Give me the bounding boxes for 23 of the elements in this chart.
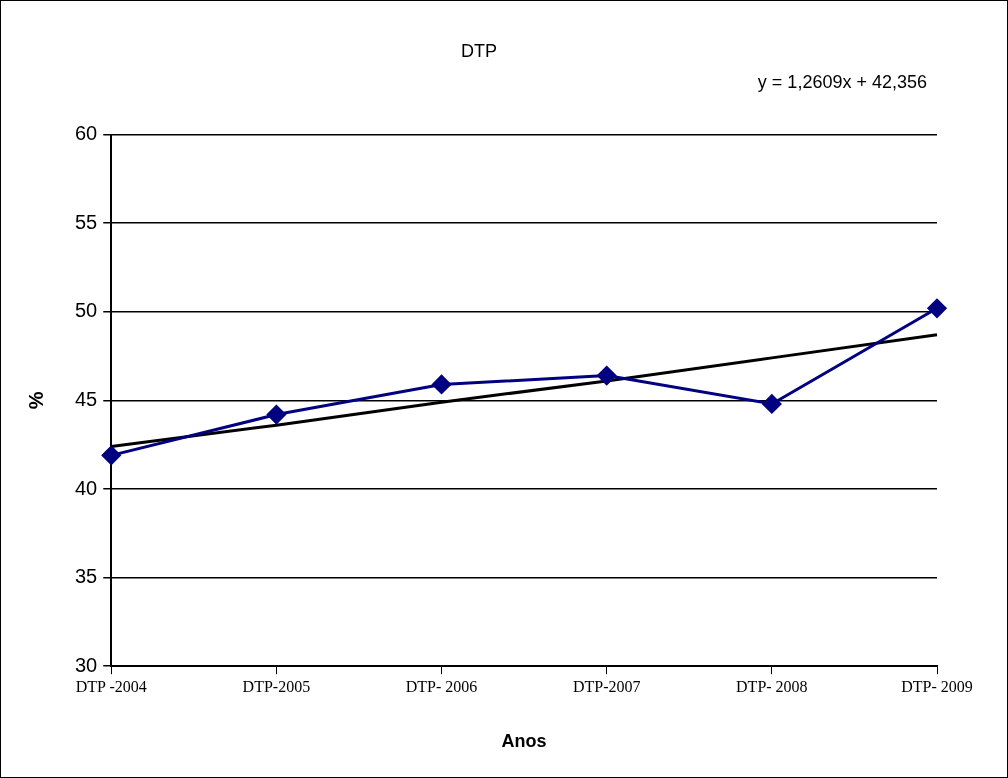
chart-title: DTP	[461, 40, 497, 61]
x-tick-label: DTP- 2009	[901, 678, 973, 695]
x-tick-label: DTP -2004	[75, 678, 147, 695]
y-tick-label: 60	[75, 122, 98, 145]
y-tick-label: 45	[75, 387, 98, 410]
point	[101, 445, 121, 465]
x-tick-label: DTP- 2008	[736, 678, 808, 695]
y-tick-label: 55	[75, 210, 98, 233]
x-axis-title: Anos	[501, 731, 547, 752]
point	[762, 394, 782, 414]
text: y = 1,2609x + 42,356	[757, 71, 927, 92]
x-tick-label: DTP- 2006	[405, 678, 478, 695]
point	[597, 366, 617, 386]
point	[432, 374, 452, 394]
y-tick-label: 35	[75, 565, 98, 588]
x-tick-label: DTP-2007	[572, 678, 641, 695]
x-tick-label: DTP-2005	[242, 678, 311, 695]
y-tick-label: 30	[75, 653, 98, 676]
y-tick-label: 40	[75, 476, 98, 499]
y-tick-label: 50	[75, 299, 98, 322]
point	[927, 298, 947, 318]
point	[266, 405, 286, 425]
y-axis-title: %	[24, 391, 47, 410]
